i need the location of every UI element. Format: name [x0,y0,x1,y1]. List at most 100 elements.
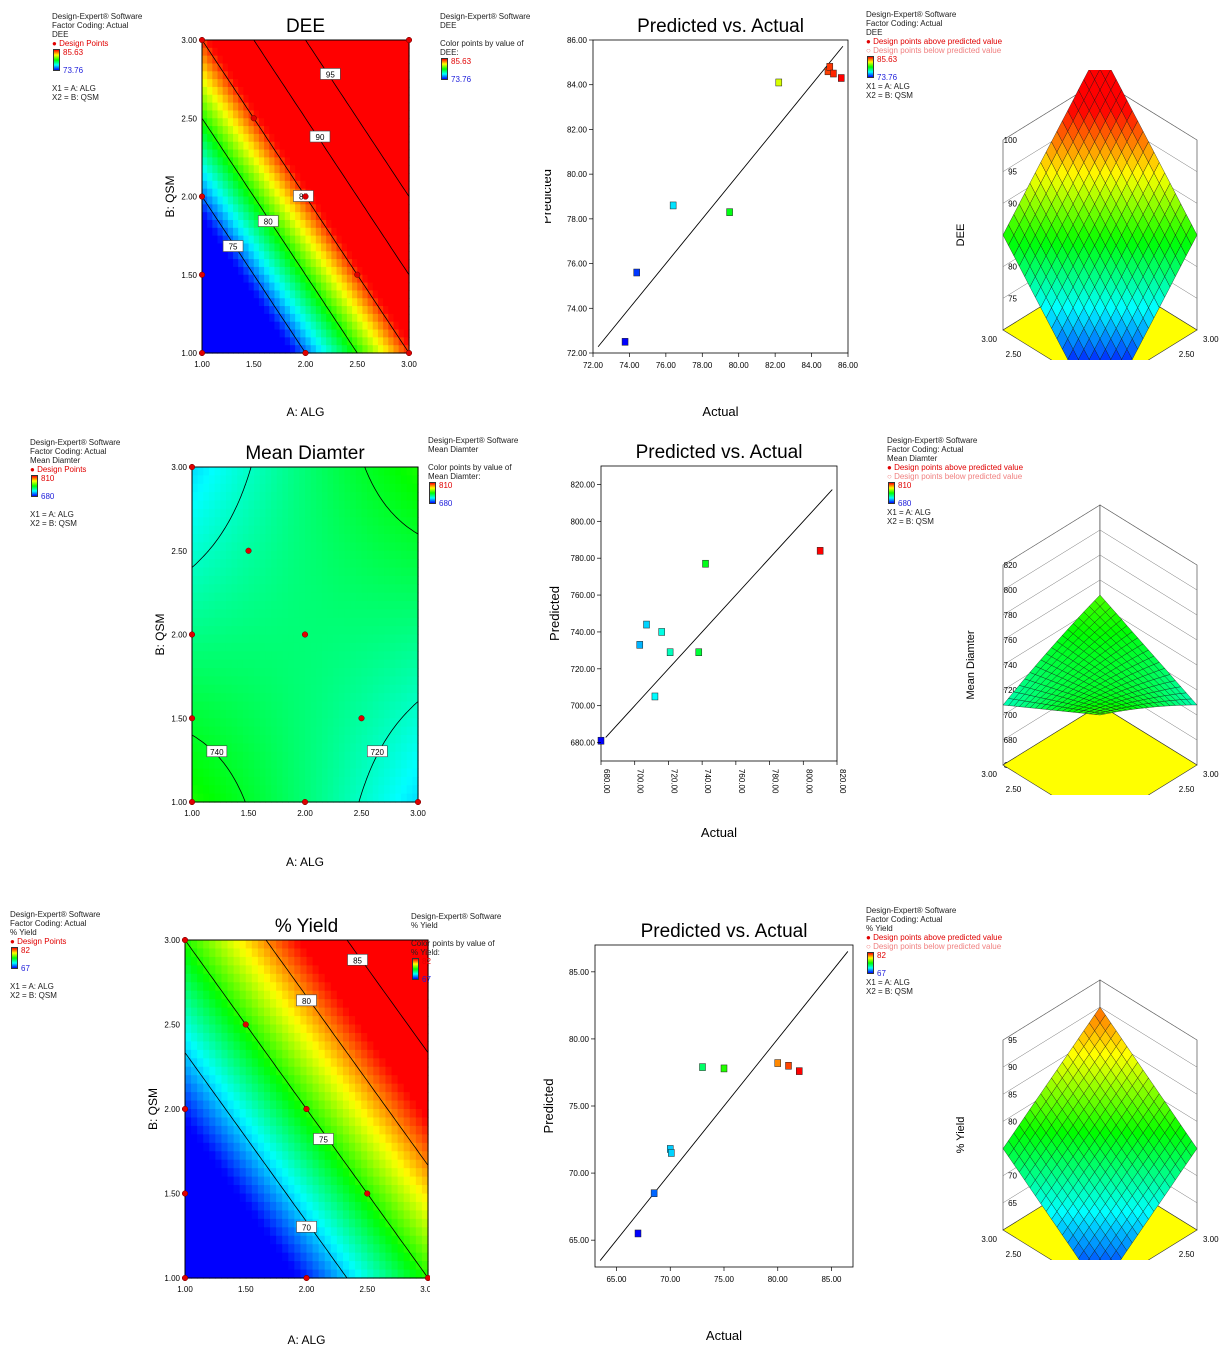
heatmap-cell [321,259,327,268]
heatmap-cell [288,575,295,585]
heatmap-cell [212,313,219,323]
heatmap-cell [192,525,199,535]
heatmap-cell [233,266,239,276]
heatmap-cell [197,651,204,661]
heatmap-cell [242,760,250,770]
heatmap-cell [243,282,250,291]
heatmap-cell [389,525,396,535]
heatmap-cell [233,1193,241,1203]
heatmap-cell [384,684,391,694]
heatmap-cell [242,651,250,661]
heatmap-cell [217,290,224,299]
heatmap-cell [227,990,235,1000]
heatmap-cell [406,668,413,677]
y-tick-label: 3.00 [181,36,197,45]
heatmap-cell [233,1109,241,1119]
y-tick-label: 2.50 [171,547,187,556]
heatmap-cell [341,180,348,190]
heatmap-cell [406,651,413,661]
heatmap-cell [197,1252,204,1262]
heatmap-cell [288,651,295,661]
heatmap-cell [321,751,329,761]
heatmap-cell [227,196,234,205]
heatmap-cell [264,63,270,72]
heatmap-cell [271,634,278,644]
heatmap-cell [263,1058,271,1068]
heatmap-cell [222,306,229,315]
heatmap-cell [207,196,213,205]
heatmap-cell [326,243,332,252]
heatmap-cell [305,243,312,252]
heatmap-cell [282,1092,289,1102]
heatmap-cell [214,492,221,502]
heatmap-cell [202,157,208,166]
heatmap-cell [282,785,289,795]
heatmap-cell [310,227,317,237]
heatmap-cell [282,1185,289,1195]
heatmap-cell [253,102,260,112]
heatmap-cell [338,642,346,652]
heatmap-cell [220,500,227,510]
heatmap-cell [398,227,405,237]
heatmap-cell [259,701,267,711]
legend-x1: X1 = A: ALG [30,510,74,519]
heatmap-cell [270,1075,277,1085]
heatmap-cell [355,735,363,744]
heatmap-cell [259,668,267,677]
heatmap-cell [231,751,238,761]
heatmap-cell [254,483,261,493]
heatmap-cell [377,55,384,65]
heatmap-cell [208,668,216,677]
heatmap-cell [305,601,312,610]
heatmap-cell [288,1134,295,1144]
heatmap-cell [282,634,289,644]
heatmap-cell [315,227,322,237]
heatmap-cell [274,235,281,245]
heatmap-cell [225,701,233,711]
heatmap-cell [367,467,374,476]
heatmap-cell [197,1210,204,1220]
heatmap-cell [233,219,239,229]
heatmap-cell [367,149,374,158]
heatmap-cell [257,1134,265,1144]
heatmap-cell [263,1269,271,1279]
heatmap-cell [378,550,385,560]
heatmap-cell [350,651,357,661]
heatmap-cell [254,676,261,686]
heatmap-cell [362,149,369,158]
heatmap-cell [299,718,306,728]
heatmap-cell [300,1041,308,1051]
heatmap-cell [221,1007,229,1017]
heatmap-cell [238,188,244,198]
heatmap-cell [197,948,204,958]
heatmap-cell [389,601,396,610]
heatmap-cell [203,973,210,983]
heatmap-cell [315,266,322,276]
heatmap-cell [361,793,368,803]
heatmap-cell [248,345,255,354]
heatmap-cell [248,86,255,96]
heatmap-cell [269,71,276,80]
heatmap-cell [300,118,307,127]
reference-line [605,489,833,738]
heatmap-cell [258,173,265,182]
heatmap-cell [245,1151,253,1161]
heatmap-cell [293,709,300,719]
heatmap-cell [362,133,369,143]
heatmap-cell [271,676,278,686]
heatmap-cell [336,345,343,354]
heatmap-cell [327,517,334,527]
heatmap-cell [293,542,300,552]
heatmap-cell [336,55,343,65]
heatmap-cell [264,227,270,237]
heatmap-cell [367,243,374,252]
heatmap-cell [245,1235,253,1245]
heatmap-cell [239,1041,247,1051]
heatmap-cell [237,718,244,728]
heatmap-cell [305,709,312,719]
heatmap-cell [276,726,283,736]
heatmap-cell [393,102,400,112]
heatmap-cell [306,1007,314,1017]
heatmap-cell [282,940,289,950]
heatmap-cell [299,626,306,636]
